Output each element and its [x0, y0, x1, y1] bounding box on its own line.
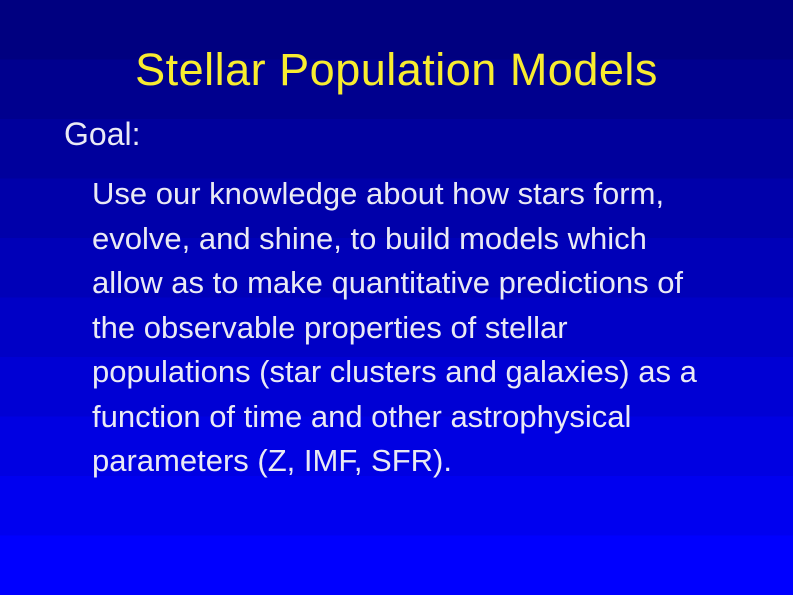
- body-line: function of time and other astrophysical: [92, 398, 632, 434]
- body-line: populations (star clusters and galaxies)…: [92, 354, 697, 389]
- slide-title: Stellar Population Models: [135, 44, 658, 95]
- body-line: parameters (Z, IMF, SFR).: [92, 443, 452, 478]
- body-line: Use our knowledge about how stars form,: [92, 176, 665, 211]
- goal-label: Goal:: [64, 116, 141, 152]
- body-line: the observable properties of stellar: [92, 309, 568, 345]
- body-line: evolve, and shine, to build models which: [92, 220, 647, 256]
- goal-body-paragraph: Use our knowledge about how stars form, …: [92, 172, 752, 484]
- body-line: allow as to make quantitative prediction…: [92, 265, 684, 300]
